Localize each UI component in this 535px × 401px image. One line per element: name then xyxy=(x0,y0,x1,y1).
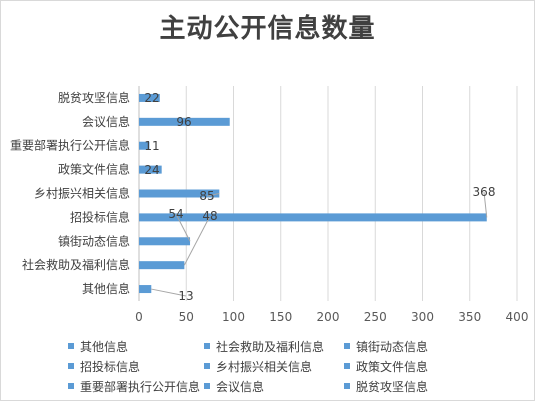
bar xyxy=(139,237,191,246)
legend-swatch xyxy=(68,343,74,349)
legend-item: 脱贫攻坚信息 xyxy=(344,378,464,394)
bar xyxy=(139,93,160,102)
data-label-leader xyxy=(151,288,187,297)
legend-swatch xyxy=(344,343,350,349)
legend-swatch xyxy=(344,383,350,389)
bar xyxy=(139,117,230,126)
data-label-leader xyxy=(206,193,220,197)
legend-item: 乡村振兴相关信息 xyxy=(204,358,344,374)
legend-item: 招投标信息 xyxy=(68,358,204,374)
legend-label: 脱贫攻坚信息 xyxy=(356,379,429,394)
legend-swatch xyxy=(68,383,74,389)
legend-item: 重要部署执行公开信息 xyxy=(68,378,204,394)
bar xyxy=(139,285,152,294)
bar xyxy=(139,213,487,222)
x-tick-label: 250 xyxy=(364,310,387,324)
category-label: 政策文件信息 xyxy=(58,162,130,177)
chart-title: 主动公开信息数量 xyxy=(159,14,376,44)
data-label-leader xyxy=(483,191,488,218)
legend-label: 乡村振兴相关信息 xyxy=(216,359,313,374)
legend-label: 重要部署执行公开信息 xyxy=(80,379,201,394)
chart-legend: 其他信息 社会救助及福利信息 镇街动态信息招投标信息 乡村振兴相关信息 政策文件信息重要… xyxy=(68,338,488,394)
data-label: 13 xyxy=(178,289,193,303)
category-label: 乡村振兴相关信息 xyxy=(34,186,130,201)
x-tick-label: 300 xyxy=(411,310,434,324)
legend-swatch xyxy=(68,363,74,369)
bar xyxy=(139,165,162,174)
legend-item: 政策文件信息 xyxy=(344,358,464,374)
legend-item: 会议信息 xyxy=(204,378,344,394)
legend-item: 镇街动态信息 xyxy=(344,338,464,354)
legend-swatch xyxy=(204,343,210,349)
legend-item: 其他信息 xyxy=(68,338,204,354)
legend-swatch xyxy=(204,383,210,389)
data-label: 11 xyxy=(144,139,159,153)
legend-label: 镇街动态信息 xyxy=(356,339,429,354)
category-label: 其他信息 xyxy=(82,281,130,296)
legend-label: 会议信息 xyxy=(216,379,265,394)
category-label: 招投标信息 xyxy=(70,209,130,224)
bar xyxy=(139,189,220,198)
x-tick-label: 400 xyxy=(506,310,529,324)
data-label-leader xyxy=(183,215,211,266)
bar xyxy=(139,261,185,270)
data-label: 22 xyxy=(144,91,159,105)
legend-item: 社会救助及福利信息 xyxy=(204,338,344,354)
x-tick-label: 150 xyxy=(269,310,292,324)
bar xyxy=(139,141,150,150)
x-tick-label: 200 xyxy=(317,310,340,324)
legend-label: 政策文件信息 xyxy=(356,359,429,374)
category-label: 重要部署执行公开信息 xyxy=(10,138,130,153)
data-label: 368 xyxy=(473,185,496,199)
legend-label: 其他信息 xyxy=(80,339,129,354)
legend-label: 招投标信息 xyxy=(80,359,141,374)
data-label: 96 xyxy=(176,115,191,129)
data-label-leader xyxy=(175,213,191,242)
x-tick-label: 50 xyxy=(179,310,194,324)
x-tick-label: 350 xyxy=(458,310,481,324)
category-label: 脱贫攻坚信息 xyxy=(58,90,130,105)
x-tick-label: 0 xyxy=(135,310,143,324)
data-label: 48 xyxy=(202,209,217,223)
category-label: 社会救助及福利信息 xyxy=(22,257,130,272)
data-label: 54 xyxy=(168,207,183,221)
legend-swatch xyxy=(344,363,350,369)
data-label: 24 xyxy=(144,163,159,177)
category-label: 会议信息 xyxy=(82,114,130,129)
data-label: 85 xyxy=(199,189,214,203)
category-label: 镇街动态信息 xyxy=(58,233,130,248)
legend-swatch xyxy=(204,363,210,369)
legend-label: 社会救助及福利信息 xyxy=(216,339,325,354)
x-tick-label: 100 xyxy=(222,310,245,324)
